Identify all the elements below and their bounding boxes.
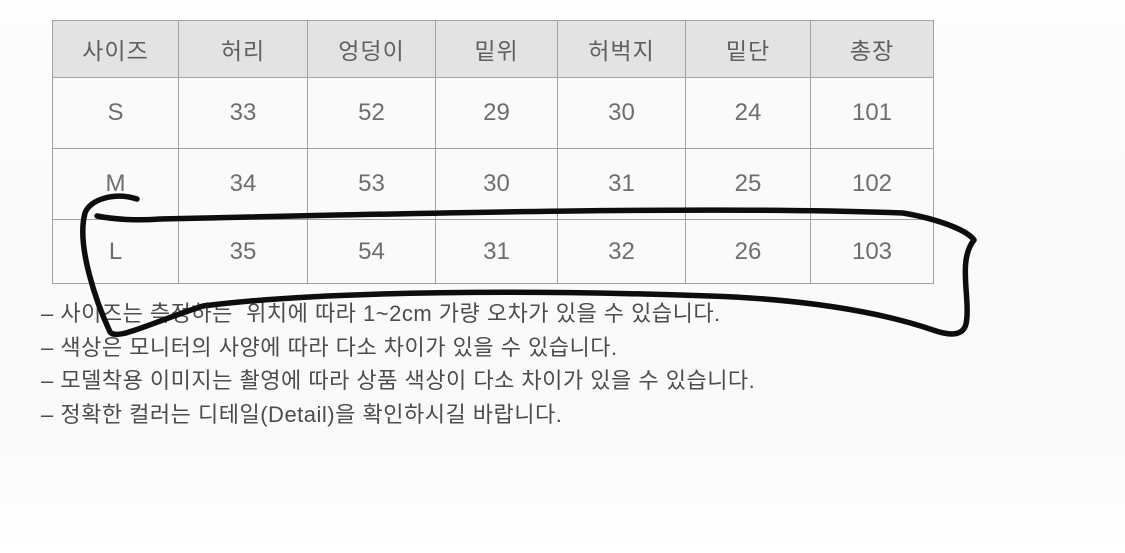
size-chart-table: 사이즈 허리 엉덩이 밑위 허벅지 밑단 총장 S 33 52 29 30 24… — [52, 20, 934, 284]
value-cell: 54 — [307, 219, 436, 284]
header-cell-rise: 밑위 — [435, 20, 558, 78]
header-cell-thigh: 허벅지 — [557, 20, 686, 78]
value-cell: 30 — [557, 77, 686, 149]
size-label-cell: M — [52, 148, 179, 220]
size-label-cell: S — [52, 77, 179, 149]
value-cell: 101 — [810, 77, 934, 149]
value-cell: 52 — [307, 77, 436, 149]
value-cell: 32 — [557, 219, 686, 284]
value-cell: 53 — [307, 148, 436, 220]
note-line: – 모델착용 이미지는 촬영에 따라 상품 색상이 다소 차이가 있을 수 있습… — [41, 368, 756, 393]
value-cell: 33 — [178, 77, 308, 149]
value-cell: 24 — [685, 77, 811, 149]
note-line: – 사이즈는 측정하는 위치에 따라 1~2cm 가량 오차가 있을 수 있습니… — [41, 301, 721, 326]
value-cell: 102 — [810, 148, 934, 220]
value-cell: 25 — [685, 148, 811, 220]
table-row-l: L 35 54 31 32 26 103 — [52, 219, 934, 284]
note-line: – 색상은 모니터의 사양에 따라 다소 차이가 있을 수 있습니다. — [41, 334, 618, 360]
value-cell: 29 — [435, 77, 558, 149]
header-cell-length: 총장 — [810, 20, 934, 78]
note-line: – 정확한 컬러는 디테일(Detail)을 확인하시길 바랍니다. — [41, 401, 563, 427]
size-label-cell: L — [52, 219, 179, 284]
value-cell: 35 — [178, 219, 308, 284]
table-header-row: 사이즈 허리 엉덩이 밑위 허벅지 밑단 총장 — [52, 20, 934, 78]
value-cell: 34 — [178, 148, 308, 220]
size-notes: – 사이즈는 측정하는 위치에 따라 1~2cm 가량 오차가 있을 수 있습니… — [41, 297, 1041, 431]
header-cell-waist: 허리 — [178, 20, 308, 78]
header-cell-hem: 밑단 — [685, 20, 811, 78]
header-cell-size: 사이즈 — [52, 20, 179, 78]
table-row-s: S 33 52 29 30 24 101 — [52, 77, 934, 149]
value-cell: 103 — [810, 219, 934, 284]
value-cell: 31 — [435, 219, 558, 284]
header-cell-hip: 엉덩이 — [307, 20, 436, 78]
value-cell: 30 — [435, 148, 558, 220]
table-row-m: M 34 53 30 31 25 102 — [52, 148, 934, 220]
value-cell: 31 — [557, 148, 686, 220]
value-cell: 26 — [685, 219, 811, 284]
